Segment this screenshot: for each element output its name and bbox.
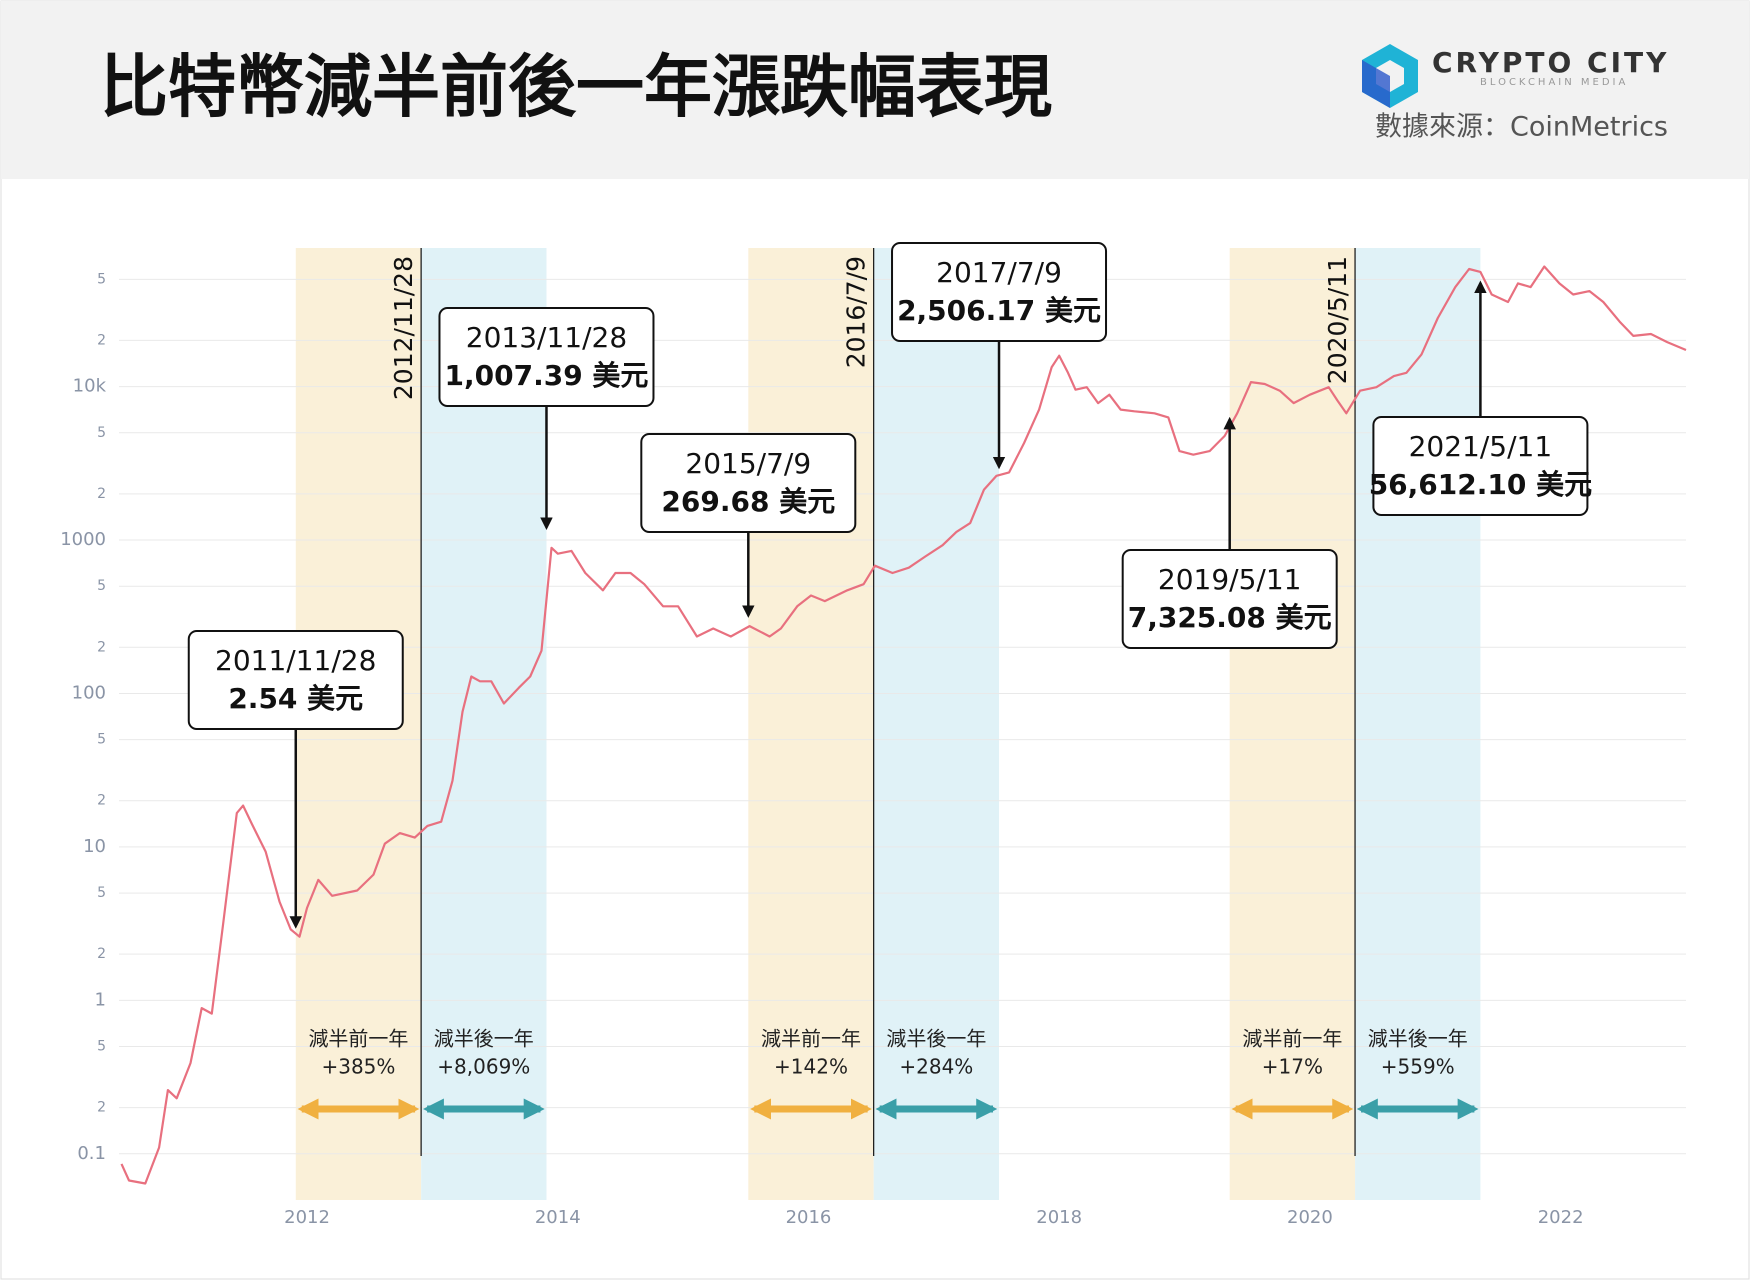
band-change: +17%	[1262, 1055, 1323, 1079]
annotation: 2017/7/9 2,506.17 美元	[891, 242, 1108, 470]
halving-date: 2012/11/28	[389, 256, 418, 400]
annotation-date: 2017/7/9	[936, 256, 1062, 289]
y-tick-label: 2	[97, 332, 106, 348]
y-tick-label: 5	[97, 271, 106, 287]
y-tick-label: 1000	[60, 529, 106, 550]
post-halving-band	[873, 248, 1000, 1200]
annotation: 2011/11/28 2.54 美元	[187, 630, 404, 929]
pre-halving-band	[1229, 248, 1356, 1200]
y-tick-label: 5	[97, 578, 106, 594]
x-tick-label: 2020	[1287, 1207, 1333, 1228]
y-tick-label: 10k	[73, 376, 107, 397]
halving-date: 2016/7/9	[842, 256, 871, 368]
y-tick-label: 5	[97, 1039, 106, 1055]
y-tick-label: 0.1	[77, 1143, 106, 1164]
band-change: +559%	[1381, 1055, 1455, 1079]
post-halving-band	[1355, 248, 1481, 1200]
band-label: 減半前一年	[308, 1027, 408, 1051]
annotation-box	[1372, 416, 1589, 516]
annotation-date: 2013/11/28	[466, 321, 627, 354]
header-bg	[1, 1, 1749, 179]
annotation-date: 2021/5/11	[1409, 430, 1553, 463]
band-change: +142%	[774, 1055, 848, 1079]
source: 數據來源：CoinMetrics	[1375, 112, 1668, 143]
annotation-value: 269.68 美元	[661, 485, 835, 518]
pre-halving-band	[748, 248, 874, 1200]
annotation: 2021/5/11 56,612.10 美元	[1369, 280, 1592, 516]
y-tick-label: 2	[97, 793, 106, 809]
title: 比特幣減半前後一年漲跌幅表現	[100, 49, 1052, 128]
logo-icon	[1362, 44, 1418, 108]
annotation-value: 7,325.08 美元	[1128, 601, 1332, 634]
annotation-box	[438, 307, 655, 407]
annotation-value: 1,007.39 美元	[445, 359, 649, 392]
x-tick-label: 2016	[786, 1207, 832, 1228]
annotation-box	[187, 630, 404, 730]
y-tick-label: 2	[97, 1100, 106, 1116]
band-change: +284%	[899, 1055, 973, 1079]
x-tick-label: 2018	[1036, 1207, 1082, 1228]
halving-date: 2020/5/11	[1323, 256, 1352, 384]
annotation-value: 56,612.10 美元	[1369, 468, 1592, 501]
logo-text: CRYPTO CITY	[1432, 46, 1669, 79]
y-tick-label: 5	[97, 732, 106, 748]
y-tick-label: 1	[95, 989, 106, 1010]
band-label: 減半後一年	[1368, 1027, 1468, 1051]
logo-subtext: BLOCKCHAIN MEDIA	[1480, 77, 1628, 88]
band-label: 減半後一年	[434, 1027, 534, 1051]
x-tick-label: 2022	[1538, 1207, 1584, 1228]
y-tick-label: 2	[97, 946, 106, 962]
annotation-date: 2015/7/9	[685, 447, 811, 480]
annotation-value: 2,506.17 美元	[897, 294, 1101, 327]
band-label: 減半後一年	[886, 1027, 986, 1051]
band-label: 減半前一年	[761, 1027, 861, 1051]
x-tick-label: 2012	[284, 1207, 330, 1228]
annotation-box	[1121, 549, 1338, 649]
price-line	[120, 265, 1687, 1185]
y-tick-label: 2	[97, 639, 106, 655]
y-tick-label: 2	[97, 486, 106, 502]
y-tick-label: 5	[97, 885, 106, 901]
annotation-box	[891, 242, 1108, 342]
band-label: 減半前一年	[1242, 1027, 1342, 1051]
annotation: 2019/5/11 7,325.08 美元	[1121, 416, 1338, 649]
y-tick-label: 100	[72, 682, 106, 703]
y-tick-label: 5	[97, 425, 106, 441]
annotation-date: 2019/5/11	[1158, 563, 1302, 596]
annotation: 2013/11/28 1,007.39 美元	[438, 307, 655, 531]
annotation: 2015/7/9 269.68 美元	[640, 433, 857, 618]
band-change: +8,069%	[437, 1055, 530, 1079]
y-tick-label: 10	[83, 836, 106, 857]
annotation-date: 2011/11/28	[215, 644, 376, 677]
annotation-box	[640, 433, 857, 533]
annotation-value: 2.54 美元	[228, 682, 363, 715]
band-change: +385%	[321, 1055, 395, 1079]
x-tick-label: 2014	[535, 1207, 581, 1228]
